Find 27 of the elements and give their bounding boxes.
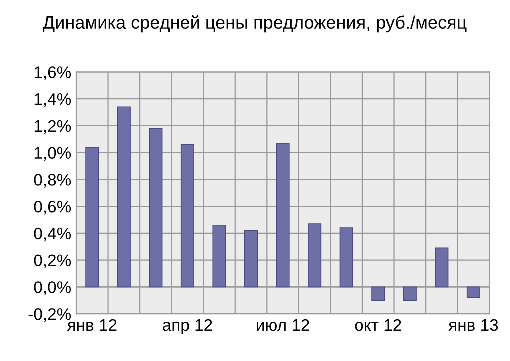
bar [149,128,163,288]
y-tick-label: 0,0% [34,282,72,296]
bar [117,106,131,288]
x-tick-label: окт 12 [355,319,402,332]
y-tick-label: 1,4% [34,94,72,108]
x-tick-label: апр 12 [163,319,212,334]
x-tick-label: янв 13 [448,319,498,332]
y-tick-label: 0,6% [34,200,72,215]
bar [435,248,449,288]
bar [244,230,258,288]
bar [180,144,194,288]
y-tick-label: 1,2% [34,120,72,134]
y-tick-label: 1,0% [34,147,72,161]
bar [340,228,354,288]
y-tick-label: 0,4% [34,228,72,242]
chart-title: Динамика средней цены предложения, руб./месяц [43,15,467,33]
bar [403,286,417,302]
bar [372,286,386,302]
x-tick-label: июл 12 [257,319,310,332]
y-tick-label: 1,6% [34,66,72,80]
bar [212,224,226,288]
bar [276,142,290,288]
bar [308,224,322,288]
y-tick-label: 0,8% [34,174,72,188]
bar [466,286,480,298]
bar [86,147,100,288]
y-tick-label: 0,2% [34,254,72,268]
